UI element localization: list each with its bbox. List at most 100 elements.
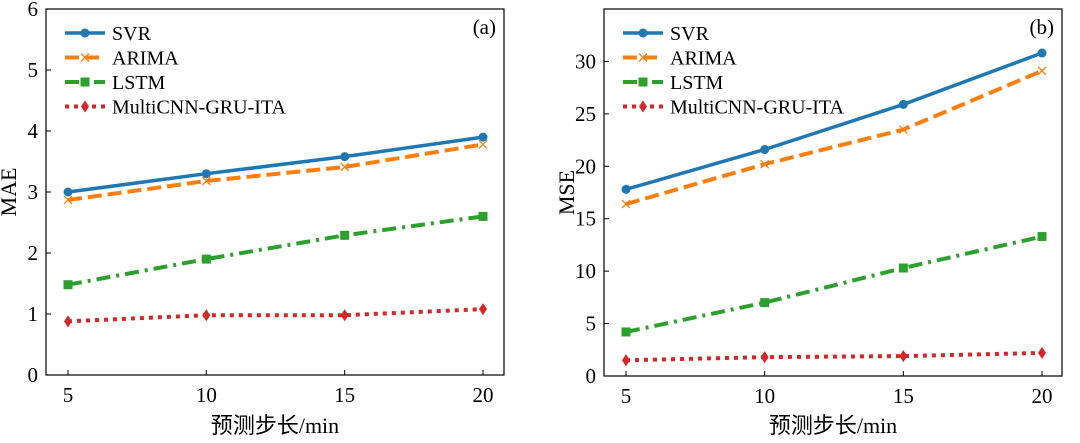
data-point <box>340 152 350 162</box>
data-point <box>1037 66 1047 76</box>
y-tick-label: 0 <box>586 364 597 388</box>
y-tick-label: 6 <box>28 0 39 21</box>
data-point <box>760 159 770 169</box>
legend-item: MultiCNN-GRU-ITA <box>65 97 287 119</box>
data-point <box>621 184 631 194</box>
x-axis-label: 预测步长/min <box>769 413 897 438</box>
data-point <box>621 199 631 209</box>
data-point <box>899 350 908 363</box>
series-line <box>67 214 484 287</box>
series-line <box>625 350 1043 363</box>
series-line <box>67 135 484 194</box>
y-tick-label: 4 <box>28 119 39 143</box>
data-point <box>898 99 908 109</box>
x-tick-label: 5 <box>621 384 632 408</box>
data-point <box>64 315 72 328</box>
legend-label: SVR <box>112 23 152 45</box>
legend-marker <box>639 100 647 113</box>
legend-item: ARIMA <box>65 48 179 70</box>
legend-label: LSTM <box>670 72 724 94</box>
data-point <box>479 303 487 316</box>
series-line <box>67 307 484 324</box>
data-point <box>760 298 770 308</box>
x-tick-label: 20 <box>1032 384 1053 408</box>
series-arima <box>621 66 1047 209</box>
series-lstm <box>621 232 1047 337</box>
legend-label: LSTM <box>112 72 166 94</box>
legend-label: MultiCNN-GRU-ITA <box>112 97 287 119</box>
y-tick-label: 15 <box>575 207 596 231</box>
series-line <box>67 142 484 202</box>
series-multicnn-gru-ita <box>64 303 487 328</box>
series-line <box>625 234 1043 334</box>
data-point <box>478 132 488 142</box>
data-point <box>63 187 73 197</box>
data-point <box>1037 232 1047 242</box>
chart-panel-a: 5 10 15 20 0 1 2 3 4 5 6 预测步长/min MAE (a) SVR ARIMALSTM… <box>0 0 505 438</box>
data-point <box>201 169 211 179</box>
y-tick-label: 1 <box>28 302 39 326</box>
legend-label: ARIMA <box>670 48 737 70</box>
series-svr <box>621 48 1047 194</box>
data-point <box>622 354 630 367</box>
data-point <box>201 176 211 186</box>
data-point <box>340 162 350 172</box>
x-tick-label: 15 <box>334 383 355 407</box>
plot-frame <box>603 8 1063 377</box>
data-point <box>478 211 488 221</box>
legend-marker <box>81 100 89 113</box>
data-point <box>201 254 211 264</box>
series-svr <box>63 132 488 197</box>
y-axis-label: MSE <box>554 170 579 215</box>
data-point <box>760 145 770 155</box>
y-tick-label: 20 <box>575 154 596 178</box>
y-tick-label: 5 <box>586 312 597 336</box>
legend-marker <box>80 53 90 62</box>
data-point <box>340 230 350 240</box>
data-point <box>898 125 908 135</box>
y-tick-label: 10 <box>575 259 596 283</box>
y-tick-label: 30 <box>575 49 596 73</box>
panel-label: (b) <box>1030 15 1055 39</box>
x-tick-label: 10 <box>196 383 217 407</box>
y-tick-label: 0 <box>28 363 39 387</box>
legend-label: ARIMA <box>112 48 179 70</box>
x-tick-label: 15 <box>893 384 914 408</box>
data-point <box>898 263 908 273</box>
legend-marker <box>80 77 90 87</box>
data-point <box>760 351 769 364</box>
legend-item: LSTM <box>65 72 166 94</box>
x-tick-label: 20 <box>473 383 494 407</box>
series-line <box>625 69 1043 206</box>
legend-marker <box>638 77 648 87</box>
y-tick-label: 3 <box>28 180 39 204</box>
legend-label: MultiCNN-GRU-ITA <box>670 97 845 119</box>
legend-item: SVR <box>623 23 710 45</box>
y-tick-label: 25 <box>575 102 596 126</box>
x-tick-label: 10 <box>754 384 775 408</box>
legend-item: MultiCNN-GRU-ITA <box>623 97 845 119</box>
legend-marker <box>638 53 648 62</box>
legend-item: ARIMA <box>623 48 737 70</box>
series-multicnn-gru-ita <box>622 346 1046 367</box>
data-point <box>63 280 73 290</box>
x-tick-label: 5 <box>63 383 74 407</box>
legend-marker <box>638 28 648 38</box>
chart-panel-b: 5 10 15 20051015202530预测步长/minMSE(b)SVRARIM… <box>554 8 1063 438</box>
legend-marker <box>80 28 90 38</box>
panel-label: (a) <box>473 15 496 39</box>
data-point <box>202 309 211 322</box>
y-axis-label: MAE <box>0 168 21 217</box>
legend-item: LSTM <box>623 72 724 94</box>
legend-label: SVR <box>670 23 710 45</box>
data-point <box>340 309 349 322</box>
data-point <box>621 327 631 337</box>
legend-item: SVR <box>65 23 152 45</box>
data-point <box>1038 346 1046 359</box>
series-lstm <box>63 211 488 290</box>
series-line <box>625 51 1043 192</box>
data-point <box>63 195 73 205</box>
data-point <box>478 139 488 149</box>
y-tick-label: 2 <box>28 241 39 265</box>
